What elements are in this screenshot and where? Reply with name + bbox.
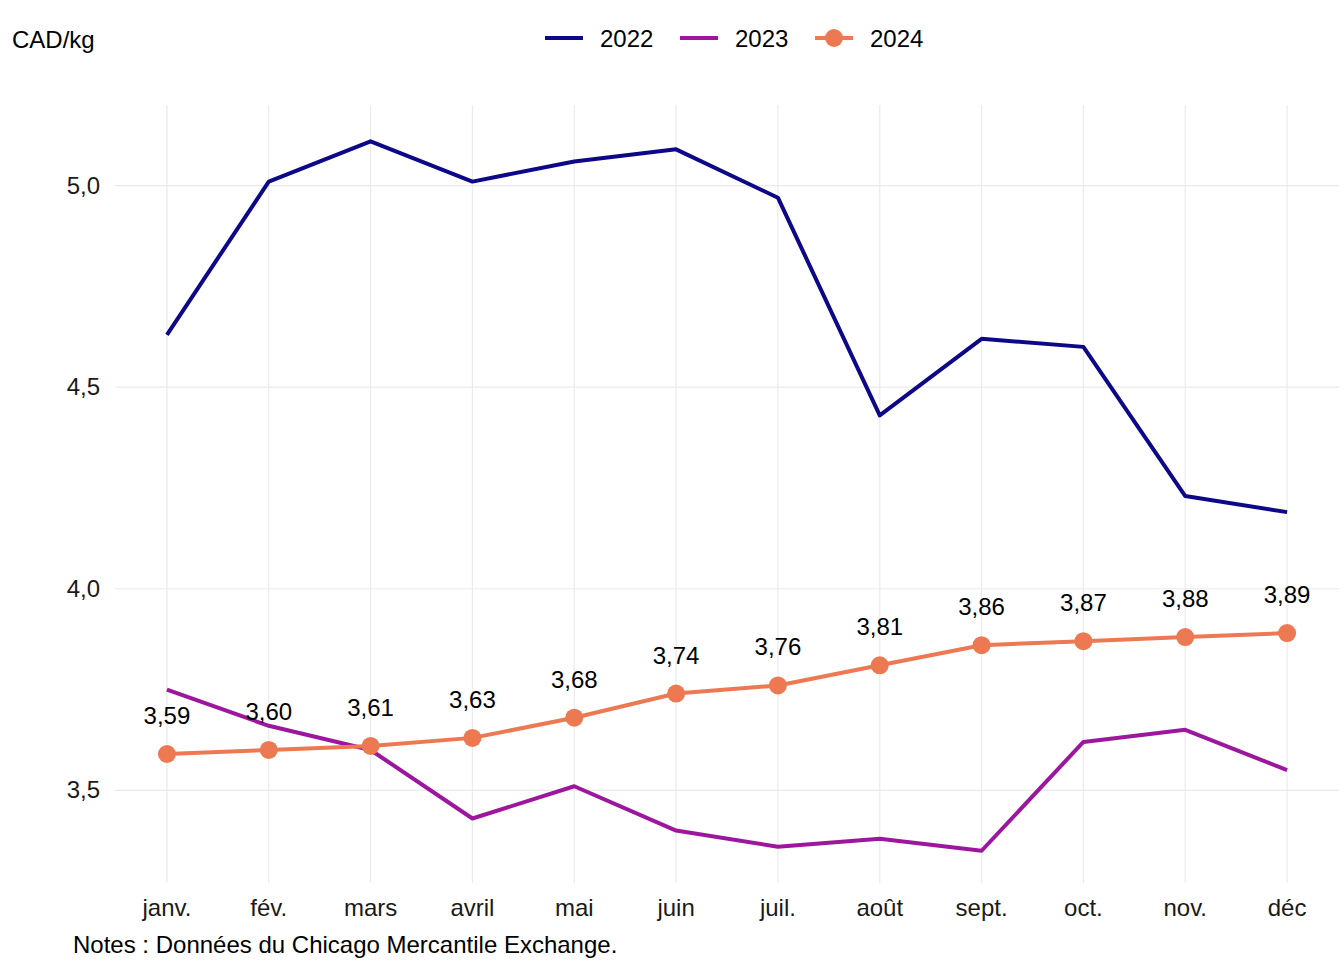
legend-swatch [545, 36, 583, 40]
data-label: 3,81 [856, 613, 903, 640]
x-tick-label: déc [1268, 894, 1307, 921]
x-grid-line [370, 105, 371, 883]
legend-marker [825, 29, 843, 47]
legend-label: 2022 [600, 25, 653, 52]
data-label: 3,74 [653, 642, 700, 669]
x-grid-line [1286, 105, 1287, 883]
legend-label: 2023 [735, 25, 788, 52]
caption: Notes : Données du Chicago Mercantile Ex… [73, 931, 617, 958]
y-tick-label: 4,0 [67, 575, 100, 602]
legend: 2022 2023 2024 [545, 25, 923, 52]
data-labels: 3,59 3,60 3,61 3,63 3,68 3,74 3,76 3,81 3,86 3,87… [144, 581, 1311, 729]
legend-swatch [680, 36, 718, 40]
x-grid-line [777, 105, 778, 883]
x-tick-label: juil. [759, 894, 796, 921]
series-line [167, 690, 1287, 851]
series-marker [1176, 628, 1194, 646]
x-grid-line [268, 105, 269, 883]
series-marker [362, 737, 380, 755]
series-marker [565, 709, 583, 727]
x-tick-label: janv. [141, 894, 191, 921]
data-label: 3,63 [449, 686, 496, 713]
y-grid-line [115, 790, 1339, 791]
x-tick-label: nov. [1163, 894, 1207, 921]
x-grid-line [675, 105, 676, 883]
data-label: 3,60 [245, 698, 292, 725]
x-grid-line [472, 105, 473, 883]
y-tick-label: 5,0 [67, 172, 100, 199]
y-axis-label: CAD/kg [12, 26, 95, 53]
x-tick-label: avril [450, 894, 494, 921]
series-marker [1278, 624, 1296, 642]
series-marker [871, 656, 889, 674]
series-line [167, 141, 1287, 512]
x-tick-label: oct. [1064, 894, 1103, 921]
x-grid-line [1083, 105, 1084, 883]
x-tick-label: août [856, 894, 903, 921]
y-grid-line [115, 185, 1339, 186]
data-label: 3,86 [958, 593, 1005, 620]
data-label: 3,88 [1162, 585, 1209, 612]
x-tick-label: sept. [956, 894, 1008, 921]
plot-area [158, 141, 1296, 850]
y-tick-label: 4,5 [67, 373, 100, 400]
data-label: 3,59 [144, 702, 191, 729]
series-marker [463, 729, 481, 747]
x-grid-line [166, 105, 167, 883]
y-grid-line [115, 588, 1339, 589]
grid [115, 105, 1339, 883]
y-grid-line [115, 387, 1339, 388]
series-marker [973, 636, 991, 654]
x-tick-label: mars [344, 894, 397, 921]
chart: 3,5 4,0 4,5 5,0 janv. fév. mars avril mai juin jui… [0, 0, 1344, 960]
x-grid-line [574, 105, 575, 883]
data-label: 3,68 [551, 666, 598, 693]
series-marker [769, 676, 787, 694]
x-grid-line [879, 105, 880, 883]
data-label: 3,87 [1060, 589, 1107, 616]
x-grid-line [981, 105, 982, 883]
y-tick-label: 3,5 [67, 776, 100, 803]
series-marker [667, 685, 685, 703]
x-tick-label: mai [555, 894, 594, 921]
x-tick-label: fév. [250, 894, 287, 921]
legend-label: 2024 [870, 25, 923, 52]
data-label: 3,61 [347, 694, 394, 721]
data-label: 3,76 [755, 633, 802, 660]
series-line [167, 633, 1287, 754]
series-marker [1074, 632, 1092, 650]
x-tick-label: juin [656, 894, 694, 921]
series-marker [158, 745, 176, 763]
data-label: 3,89 [1264, 581, 1311, 608]
series-marker [260, 741, 278, 759]
